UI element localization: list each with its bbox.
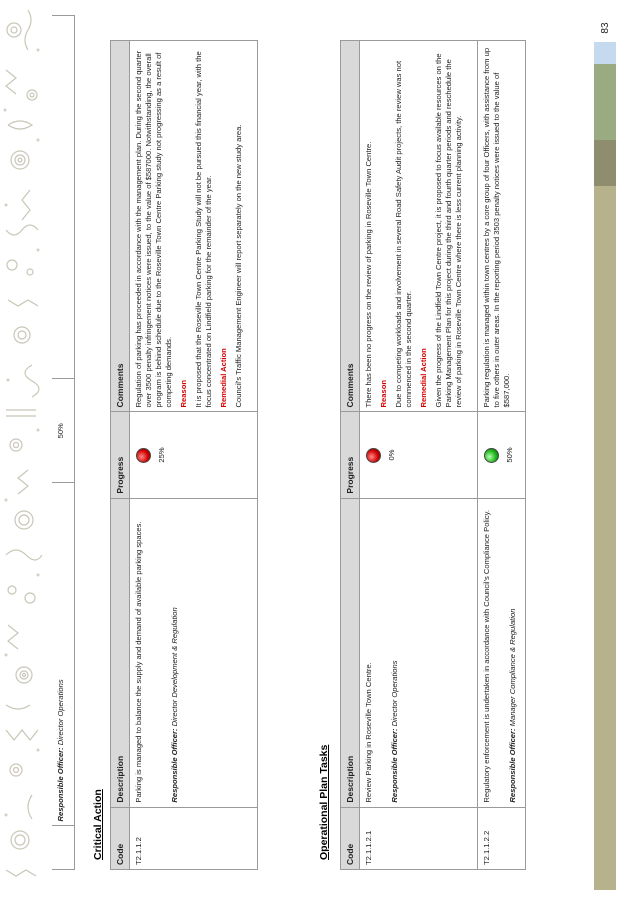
responsible-label: Responsible Officer: <box>56 747 65 822</box>
critical-action-table: Code Description Progress Comments T2.1.… <box>110 40 258 870</box>
progress-value: 50% <box>56 423 65 439</box>
code-cell: T2.1.1.2.2 <box>477 807 526 870</box>
responsible-value: Director Operations <box>390 660 399 727</box>
table-row: T2.1.1.2 Parking is managed to balance t… <box>129 40 258 870</box>
comment-text: Due to competing workloads and involveme… <box>394 60 413 408</box>
comments-cell: There has been no progress on the review… <box>359 40 478 412</box>
header-progress: Progress <box>110 411 130 499</box>
progress-value: 0% <box>387 449 396 461</box>
status-red-indicator-icon <box>366 447 381 463</box>
header-progress: Progress <box>340 411 360 499</box>
responsible-officer: Responsible Officer: Director Operations <box>390 503 400 803</box>
header-code: Code <box>110 807 130 870</box>
operational-plan-tasks-title: Operational Plan Tasks <box>318 744 330 860</box>
reason-heading: Reason <box>379 380 388 408</box>
responsible-label: Responsible Officer: <box>390 728 399 803</box>
code-cell <box>52 825 75 870</box>
header-description: Description <box>340 498 360 808</box>
comment-text: Council's Traffic Management Engineer wi… <box>234 124 243 408</box>
responsible-value: Manager Compliance & Regulation <box>508 608 517 727</box>
decorative-pattern-band <box>3 9 43 877</box>
progress-cell: 50% <box>52 378 75 483</box>
reason-heading: Reason <box>179 380 188 408</box>
remedial-action-heading: Remedial Action <box>219 348 228 408</box>
responsible-value: Director Development & Regulation <box>170 607 179 727</box>
header-comments: Comments <box>340 40 360 412</box>
responsible-officer: Responsible Officer: Director Operations <box>56 487 66 821</box>
responsible-officer: Responsible Officer: Director Developmen… <box>170 503 180 803</box>
color-bar-olive-dark <box>594 140 616 186</box>
color-bar-blue <box>594 42 616 64</box>
description-text: Review Parking in Roseville Town Centre. <box>364 662 373 803</box>
responsible-officer: Responsible Officer: Manager Compliance … <box>508 503 518 803</box>
continuation-table: Responsible Officer: Director Operations… <box>52 15 75 870</box>
description-cell: Regulatory enforcement is undertaken in … <box>477 498 526 808</box>
description-text: Parking is managed to balance the supply… <box>134 521 143 803</box>
color-bar-green <box>594 64 616 140</box>
remedial-action-heading: Remedial Action <box>419 348 428 408</box>
code-cell: T2.1.1.2.1 <box>359 807 478 870</box>
table-row: T2.1.1.2.1 Review Parking in Roseville T… <box>359 40 478 870</box>
comment-text: There has been no progress on the review… <box>364 141 373 408</box>
progress-value: 50% <box>505 447 514 463</box>
responsible-value: Director Operations <box>56 679 65 746</box>
progress-value: 25% <box>157 447 166 463</box>
comment-text: Given the progress of the Lindfield Town… <box>434 53 463 408</box>
description-cell: Review Parking in Roseville Town Centre.… <box>359 498 478 808</box>
status-green-indicator-icon <box>484 447 499 463</box>
header-code: Code <box>340 807 360 870</box>
status-red-indicator-icon <box>136 447 151 463</box>
operational-tasks-table: Code Description Progress Comments T2.1.… <box>340 40 526 870</box>
responsible-label: Responsible Officer: <box>508 728 517 803</box>
comment-text: It is proposed that the Roseville Town C… <box>194 51 213 408</box>
table-row: T2.1.1.2.2 Regulatory enforcement is und… <box>477 40 526 870</box>
comment-text: Parking regulation is managed within tow… <box>482 47 511 408</box>
color-bar-olive <box>594 186 616 890</box>
description-cell: Parking is managed to balance the supply… <box>129 498 258 808</box>
header-comments: Comments <box>110 40 130 412</box>
critical-action-title: Critical Action <box>92 789 104 860</box>
progress-cell: 50% <box>477 411 526 499</box>
description-cell: Responsible Officer: Director Operations <box>52 482 75 826</box>
code-cell: T2.1.1.2 <box>129 807 258 870</box>
progress-cell: 25% <box>129 411 258 499</box>
responsible-label: Responsible Officer: <box>170 728 179 803</box>
header-description: Description <box>110 498 130 808</box>
description-text: Regulatory enforcement is undertaken in … <box>482 510 491 803</box>
comment-text: Regulation of parking has proceeded in a… <box>134 50 173 408</box>
comments-cell: Parking regulation is managed within tow… <box>477 40 526 412</box>
comments-cell: Regulation of parking has proceeded in a… <box>129 40 258 412</box>
comments-cell <box>52 15 75 379</box>
progress-cell: 0% <box>359 411 478 499</box>
